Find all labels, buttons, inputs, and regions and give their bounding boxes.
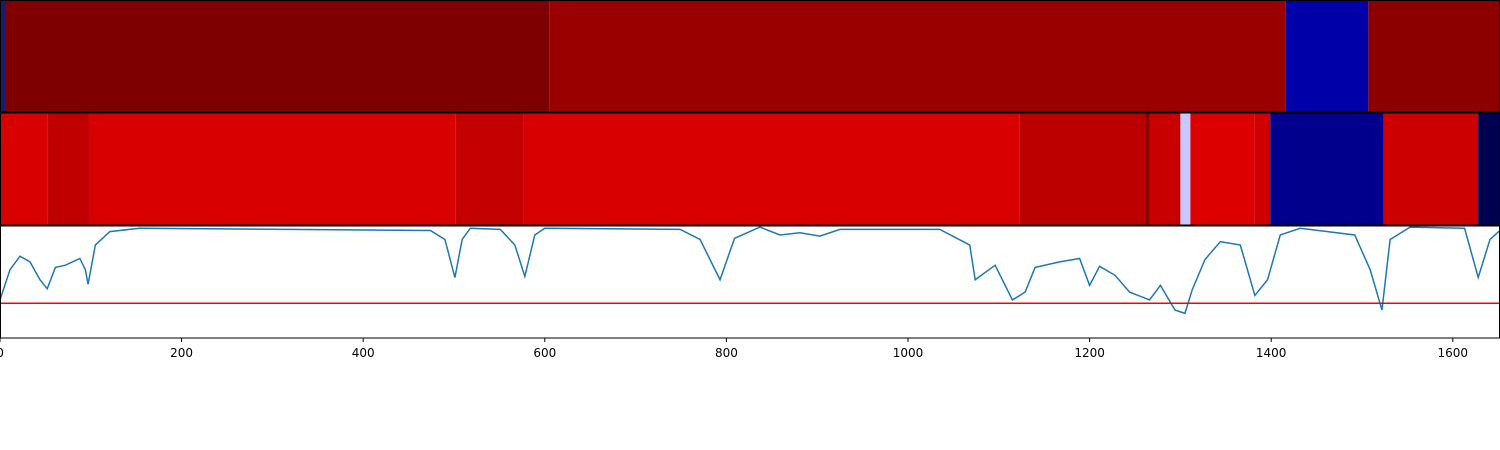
heatmap-cell — [1254, 113, 1271, 225]
heatmap-cell — [1270, 113, 1384, 225]
heatmap-cell — [1383, 113, 1479, 225]
heatmap-cell — [1285, 0, 1369, 112]
heatmap-cell — [88, 113, 456, 225]
x-tick-label: 800 — [715, 346, 738, 360]
heatmap-cell — [1478, 113, 1500, 225]
x-tick-label: 1200 — [1074, 346, 1105, 360]
line — [0, 226, 1500, 315]
panel-border — [0, 225, 1500, 339]
heatmap-cell — [0, 113, 48, 225]
heatmap-cell — [549, 0, 1286, 112]
heatmap-cell — [523, 113, 1020, 225]
heatmap-cell — [1144, 113, 1150, 225]
heatmap-cell — [1149, 113, 1181, 225]
heatmap-cell — [4, 0, 550, 112]
x-tick-label: 200 — [170, 346, 193, 360]
heatmap-cell — [455, 113, 524, 225]
heatmap-cell — [1180, 113, 1191, 225]
heatmap-cell — [1190, 113, 1255, 225]
heatmap-cell — [47, 113, 89, 225]
heatmap-cell — [0, 0, 5, 112]
x-tick-label: 0 — [0, 346, 4, 360]
x-tick-label: 1000 — [893, 346, 924, 360]
x-tick-label: 600 — [533, 346, 556, 360]
heatmap-cell — [1019, 113, 1145, 225]
x-tick-label: 1400 — [1256, 346, 1287, 360]
x-tick-label: 1600 — [1438, 346, 1469, 360]
x-tick-label: 400 — [352, 346, 375, 360]
heatmap-cell — [1368, 0, 1500, 112]
